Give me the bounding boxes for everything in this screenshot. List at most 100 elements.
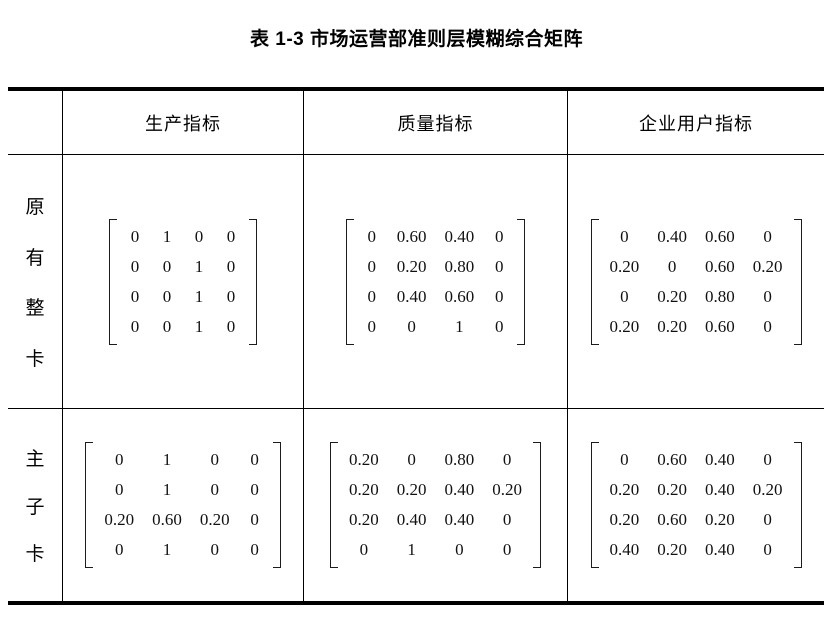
matrix-value: 0 bbox=[502, 540, 512, 559]
matrix-value: 0 bbox=[407, 450, 416, 469]
matrix-value: 1 bbox=[194, 286, 204, 306]
matrix-value: 0.40 bbox=[657, 226, 687, 246]
matrix-value: 0.20 bbox=[705, 510, 735, 529]
matrix-value: 0 bbox=[250, 480, 259, 499]
matrix-grid: 0 1 0 0 0 1 0 0 0.20 0.60 0.20 0 0 1 0 0 bbox=[93, 442, 272, 568]
matrix-value: 0.60 bbox=[152, 510, 182, 529]
matrix-value: 0 bbox=[162, 286, 172, 306]
matrix-bracket-right bbox=[249, 218, 257, 345]
matrix-value: 0 bbox=[367, 286, 377, 306]
matrix-value: 0 bbox=[226, 226, 236, 246]
matrix-value: 0 bbox=[162, 316, 172, 336]
matrix-value: 0.60 bbox=[657, 510, 687, 529]
fuzzy-matrix: 0 1 0 0 0 1 0 0 0.20 0.60 0.20 0 0 1 0 0 bbox=[85, 442, 281, 568]
matrix-value: 0.40 bbox=[609, 540, 640, 559]
matrix-value: 0.80 bbox=[444, 256, 475, 276]
matrix-value: 0.20 bbox=[492, 480, 522, 499]
matrix-value: 0.20 bbox=[657, 316, 687, 336]
matrix-value: 0 bbox=[502, 450, 512, 469]
matrix-bracket-left bbox=[345, 218, 354, 345]
matrix-value: 0 bbox=[367, 256, 377, 276]
row-label-char: 卡 bbox=[25, 544, 45, 566]
matrix-value: 0.80 bbox=[444, 450, 475, 469]
fuzzy-matrix: 0 0.40 0.60 0 0.20 0 0.60 0.20 0 0.20 0.80 0 0.20 0.2… bbox=[590, 218, 802, 345]
row-label-char: 有 bbox=[25, 247, 45, 269]
corner-cell bbox=[8, 91, 62, 155]
row-label-char: 整 bbox=[25, 298, 45, 320]
matrix-grid: 0 0.60 0.40 0 0 0.20 0.80 0 0 0.40 0.60 0 0 0 1 0 bbox=[354, 219, 518, 345]
matrix-value: 0.40 bbox=[444, 226, 475, 246]
matrix-value: 0 bbox=[250, 450, 259, 469]
matrix-value: 0 bbox=[455, 540, 464, 559]
matrix-value: 0.20 bbox=[657, 286, 687, 306]
matrix-value: 0.20 bbox=[609, 510, 640, 529]
matrix-value: 0.60 bbox=[396, 226, 427, 246]
matrix-bracket-right bbox=[793, 218, 802, 345]
matrix-value: 0 bbox=[620, 226, 629, 246]
matrix-value: 1 bbox=[194, 316, 204, 336]
fuzzy-matrix: 0.20 0 0.80 0 0.20 0.20 0.40 0.20 0.20 0.40 0.40 0 0… bbox=[330, 442, 541, 568]
matrix-value: 1 bbox=[162, 540, 172, 559]
matrix-cell-mainsub-production: 0 1 0 0 0 1 0 0 0.20 0.60 0.20 0 0 1 0 0 bbox=[62, 409, 303, 601]
matrix-value: 0.60 bbox=[705, 316, 735, 336]
matrix-value: 0 bbox=[210, 450, 220, 469]
matrix-value: 0.20 bbox=[349, 450, 379, 469]
matrix-value: 0 bbox=[367, 226, 377, 246]
matrix-value: 0.20 bbox=[752, 256, 783, 276]
matrix-cell-original-quality: 0 0.60 0.40 0 0 0.20 0.80 0 0 0.40 0.60 0 0 0 1 0 bbox=[303, 155, 567, 409]
matrix-value: 0 bbox=[495, 256, 504, 276]
matrix-bracket-right bbox=[272, 442, 281, 568]
matrix-grid: 0.20 0 0.80 0 0.20 0.20 0.40 0.20 0.20 0.40 0.40 0 0… bbox=[338, 442, 533, 568]
matrix-cell-original-enterprise-user: 0 0.40 0.60 0 0.20 0 0.60 0.20 0 0.20 0.80 0 0.20 0.2… bbox=[567, 155, 824, 409]
matrix-value: 0 bbox=[763, 286, 772, 306]
matrix-value: 0 bbox=[367, 316, 377, 336]
matrix-value: 0 bbox=[250, 540, 259, 559]
matrix-value: 0 bbox=[130, 256, 140, 276]
matrix-value: 0 bbox=[130, 316, 140, 336]
matrix-value: 1 bbox=[407, 540, 416, 559]
matrix-bracket-right bbox=[793, 442, 802, 568]
matrix-value: 0 bbox=[130, 286, 140, 306]
matrix-cell-original-production: 0 1 0 0 0 0 1 0 0 0 1 0 0 0 1 0 bbox=[62, 155, 303, 409]
matrix-value: 0 bbox=[502, 510, 512, 529]
matrix-value: 0.60 bbox=[705, 226, 735, 246]
matrix-value: 0 bbox=[763, 316, 772, 336]
matrix-value: 0 bbox=[407, 316, 416, 336]
matrix-cell-mainsub-quality: 0.20 0 0.80 0 0.20 0.20 0.40 0.20 0.20 0.40 0.40 0 0… bbox=[303, 409, 567, 601]
matrix-bracket-left bbox=[590, 218, 599, 345]
matrix-value: 0.20 bbox=[396, 256, 427, 276]
column-header-quality-index: 质量指标 bbox=[303, 91, 567, 155]
matrix-value: 0 bbox=[495, 316, 504, 336]
matrix-value: 0 bbox=[620, 450, 629, 469]
matrix-value: 1 bbox=[162, 480, 172, 499]
matrix-value: 0 bbox=[495, 286, 504, 306]
matrix-value: 0 bbox=[130, 226, 140, 246]
matrix-grid: 0 1 0 0 0 0 1 0 0 0 1 0 0 0 1 0 bbox=[117, 219, 249, 345]
matrix-value: 0 bbox=[763, 540, 772, 559]
fuzzy-comprehensive-matrix-table: 生产指标 质量指标 企业用户指标 原有整卡 0 1 0 0 0 0 1 0 0 0 1 0 0 0 1 0 0… bbox=[8, 87, 824, 605]
row-label-main-sub-card: 主子卡 bbox=[8, 409, 62, 601]
matrix-value: 0.60 bbox=[444, 286, 475, 306]
matrix-bracket-left bbox=[330, 442, 338, 568]
matrix-value: 0 bbox=[359, 540, 369, 559]
matrix-value: 0 bbox=[226, 286, 236, 306]
matrix-value: 0 bbox=[226, 316, 236, 336]
matrix-value: 1 bbox=[162, 450, 172, 469]
matrix-value: 0 bbox=[194, 226, 204, 246]
matrix-value: 0.20 bbox=[657, 540, 687, 559]
matrix-value: 0.40 bbox=[444, 480, 475, 499]
fuzzy-matrix: 0 0.60 0.40 0 0 0.20 0.80 0 0 0.40 0.60 0 0 0 1 0 bbox=[345, 218, 526, 345]
matrix-value: 0 bbox=[226, 256, 236, 276]
matrix-value: 0.20 bbox=[396, 480, 427, 499]
matrix-value: 1 bbox=[194, 256, 204, 276]
matrix-value: 0 bbox=[210, 480, 220, 499]
matrix-value: 0.20 bbox=[349, 510, 379, 529]
matrix-value: 0.80 bbox=[705, 286, 735, 306]
matrix-grid: 0 0.40 0.60 0 0.20 0 0.60 0.20 0 0.20 0.80 0 0.20 0.2… bbox=[599, 219, 794, 345]
matrix-value: 0.20 bbox=[609, 256, 640, 276]
fuzzy-matrix: 0 0.60 0.40 0 0.20 0.20 0.40 0.20 0.20 0.60 0.20 0 0… bbox=[590, 442, 802, 568]
matrix-value: 0 bbox=[763, 226, 772, 246]
matrix-value: 0.20 bbox=[609, 480, 640, 499]
matrix-value: 0 bbox=[115, 450, 124, 469]
matrix-bracket-left bbox=[590, 442, 599, 568]
